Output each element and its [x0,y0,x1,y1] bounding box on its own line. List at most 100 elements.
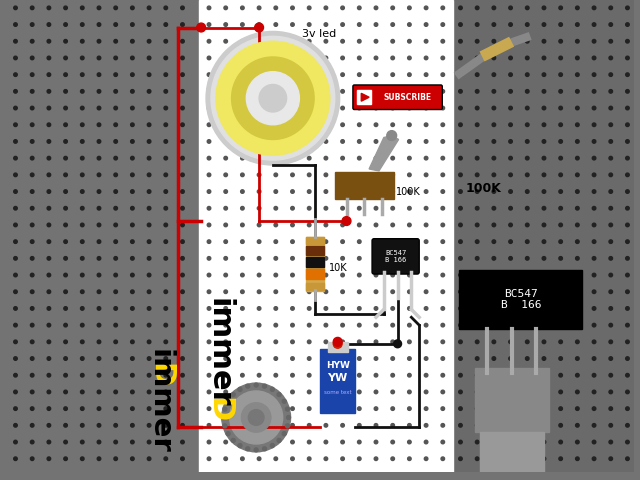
Bar [307,237,324,291]
Text: immer: immer [146,348,174,454]
Circle shape [575,390,579,394]
Circle shape [147,257,151,260]
Circle shape [424,390,428,394]
Circle shape [559,257,563,260]
Circle shape [207,457,211,460]
Circle shape [257,140,261,143]
Circle shape [391,140,394,143]
Circle shape [324,407,328,410]
Circle shape [180,73,184,76]
Circle shape [424,357,428,360]
Circle shape [609,457,612,460]
Circle shape [291,56,294,60]
Circle shape [257,457,261,460]
Circle shape [358,324,361,327]
Circle shape [307,307,311,310]
Circle shape [609,390,612,394]
Circle shape [164,240,168,243]
Circle shape [81,73,84,76]
Circle shape [358,190,361,193]
Circle shape [164,440,168,444]
Circle shape [424,6,428,10]
Circle shape [341,223,344,227]
Circle shape [307,190,311,193]
Circle shape [164,123,168,127]
Circle shape [114,140,118,143]
Circle shape [358,73,361,76]
Circle shape [180,123,184,127]
Circle shape [64,357,67,360]
Circle shape [131,324,134,327]
Circle shape [542,173,546,177]
Circle shape [274,307,278,310]
Circle shape [241,403,271,432]
Circle shape [307,39,311,43]
Circle shape [459,390,462,394]
Circle shape [64,156,67,160]
Circle shape [324,257,328,260]
Circle shape [509,457,513,460]
Circle shape [391,257,394,260]
Circle shape [525,140,529,143]
Circle shape [441,190,445,193]
Circle shape [459,257,462,260]
Circle shape [391,173,394,177]
Circle shape [114,56,118,60]
Circle shape [575,407,579,410]
Circle shape [241,240,244,243]
Circle shape [441,257,445,260]
Circle shape [559,324,563,327]
Circle shape [246,447,250,451]
Circle shape [131,357,134,360]
Circle shape [542,357,546,360]
Circle shape [609,407,612,410]
Circle shape [13,106,17,110]
Circle shape [324,290,328,293]
Circle shape [575,340,579,344]
Circle shape [97,223,100,227]
Circle shape [207,240,211,243]
Circle shape [408,324,411,327]
Circle shape [408,390,411,394]
Circle shape [391,123,394,127]
Circle shape [374,223,378,227]
Circle shape [307,273,311,277]
Circle shape [391,340,394,344]
Circle shape [207,23,211,26]
Circle shape [307,123,311,127]
Circle shape [575,457,579,460]
Circle shape [609,340,612,344]
Circle shape [459,56,462,60]
Circle shape [459,106,462,110]
Circle shape [592,257,596,260]
Circle shape [341,257,344,260]
Circle shape [147,357,151,360]
Circle shape [559,23,563,26]
Circle shape [257,407,261,410]
Circle shape [13,39,17,43]
Circle shape [542,6,546,10]
Circle shape [542,307,546,310]
Circle shape [222,383,291,452]
Circle shape [333,339,342,348]
Circle shape [341,440,344,444]
Circle shape [592,340,596,344]
Circle shape [307,340,311,344]
Circle shape [131,73,134,76]
Circle shape [492,39,495,43]
Circle shape [509,190,513,193]
Circle shape [424,290,428,293]
Circle shape [424,173,428,177]
Circle shape [291,190,294,193]
Circle shape [64,56,67,60]
Circle shape [147,240,151,243]
Circle shape [224,39,227,43]
Circle shape [476,340,479,344]
Circle shape [257,390,261,394]
Circle shape [241,73,244,76]
Circle shape [274,324,278,327]
Circle shape [592,273,596,277]
Circle shape [374,6,378,10]
Circle shape [64,223,67,227]
Circle shape [226,399,230,403]
